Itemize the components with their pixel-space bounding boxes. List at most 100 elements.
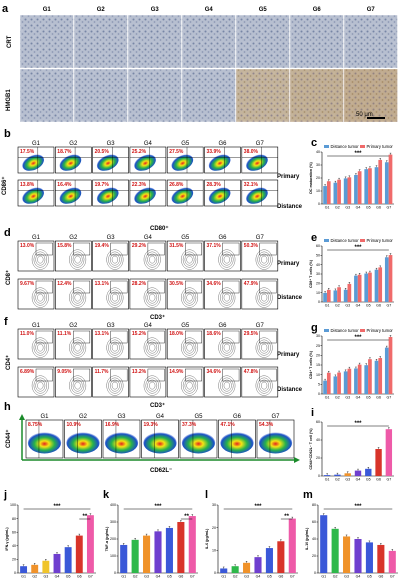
flow-d-contour-0-G5-3 (181, 249, 199, 270)
flow-d-contour-1-G4-0 (149, 293, 156, 302)
chart-c-bar-1-G7 (388, 154, 393, 204)
flow-f-value-1-G7: 47.8% (244, 369, 259, 375)
panel-a-group-G1: G1 (43, 7, 52, 13)
panel-label-f: f (4, 316, 8, 328)
flow-f-contour-0-G2-3 (69, 337, 87, 358)
flow-f-contour-0-G6-0 (223, 343, 230, 352)
chart-e-bar-0-G3 (343, 289, 348, 302)
chart-j-ylabel: IFN-γ (pg/mL) (5, 527, 9, 551)
chart-e-ytick-label-20: 20 (316, 282, 320, 286)
flow-d-gate-0-G1 (35, 242, 53, 256)
chart-c-xtick-G7: G7 (386, 206, 391, 210)
flow-d-contour-0-G1-1 (35, 253, 46, 266)
chart-e-bar-1-G4 (357, 274, 362, 302)
flow-f-gate-0-G2 (73, 330, 91, 344)
flow-f-contour-1-G2-1 (72, 379, 83, 392)
chart-c-ytick-label-30: 30 (316, 163, 320, 167)
chart-e-ytick-label-50: 50 (316, 254, 320, 258)
chart-l-xtick-G7: G7 (290, 575, 295, 579)
panel-f-y-label: CD4⁺ (5, 355, 12, 370)
flow-d-group-G3: G3 (107, 235, 116, 241)
flow-f-value-0-G6: 18.6% (207, 331, 222, 337)
crt-image-G1 (19, 14, 74, 69)
flow-f-gate-0-G5 (184, 330, 202, 344)
chart-j-xtick-G5: G5 (66, 575, 71, 579)
chart-l-ytick-label-0: 0 (214, 571, 216, 575)
chart-i-ytick-label-40: 40 (316, 438, 320, 442)
flow-d-value-1-G7: 47.9% (244, 281, 259, 287)
flow-f-gate-1-G5 (184, 368, 202, 382)
chart-c-ytick-label-40: 40 (316, 150, 320, 154)
chart-c-bar-0-G5 (364, 169, 369, 204)
flow-d-contour-0-G4-3 (143, 249, 161, 270)
chart-l-bar-s-G4 (254, 557, 262, 573)
flow-d-contour-1-G7-0 (261, 293, 268, 302)
chart-l-bar-s-G7 (288, 518, 296, 573)
flow-d-value-1-G6: 34.6% (207, 281, 222, 287)
flow-b-value-0-G5: 27.5% (169, 149, 184, 155)
chart-i-ylabel: CD44⁺CD62L⁻ T cell (%) (309, 428, 313, 470)
flow-d-contour-1-G3-2 (108, 289, 122, 306)
flow-f-contour-0-G5-1 (184, 341, 195, 354)
chart-j-ytick-label-0: 0 (14, 571, 16, 575)
flow-f-gate-1-G4 (147, 368, 165, 382)
chart-e-legend-swatch-0 (324, 239, 329, 242)
flow-b-density-1-G7 (246, 187, 268, 204)
flow-f-contour-1-G6-1 (221, 379, 232, 392)
flow-f-value-1-G3: 11.7% (95, 369, 109, 375)
chart-m-xtick-G6: G6 (378, 575, 383, 579)
flow-h-density-0-G5 (181, 432, 216, 454)
flow-d-contour-1-G5-0 (186, 293, 193, 302)
chart-g-bar-1-G2 (337, 372, 341, 394)
flow-f-contour-0-G7-2 (257, 339, 271, 356)
chart-l-bar-s-G1 (220, 568, 228, 573)
chart-k-sig-stars: *** (154, 504, 162, 510)
chart-c-bar-1-G3 (347, 177, 352, 204)
chart-j-ytick-label-20: 20 (12, 558, 16, 562)
flow-d-contour-1-G4-1 (147, 291, 158, 304)
flow-f-contour-1-G6-0 (223, 381, 230, 390)
flow-d-contour-0-G2-2 (70, 251, 85, 268)
flow-f-contour-1-G7-2 (257, 377, 271, 394)
flow-d-gate-0-G7 (259, 242, 277, 256)
flow-f-contour-0-G1-3 (31, 337, 49, 358)
chart-g-xtick-G6: G6 (376, 396, 381, 400)
chart-m-bar-s-G1 (320, 515, 328, 573)
flow-h-density-0-G7 (258, 432, 293, 454)
chart-g-bar-1-G5 (368, 359, 372, 394)
chart-m-xtick-G4: G4 (356, 575, 361, 579)
flow-b-value-1-G4: 22.3% (132, 182, 147, 188)
flow-f-contour-0-G6-1 (221, 341, 232, 354)
chart-c-legend-label-0: Distance tumor (331, 144, 360, 149)
chart-e-xtick-G2: G2 (335, 304, 340, 308)
chart-m-bar-s-G2 (331, 528, 339, 573)
flow-d-contour-1-G3-0 (111, 293, 119, 302)
chart-m: 0 20 40 60 80 IL-10 (pg/mL) G1 G2 G3 G4 G5 G6 G7 *** (305, 503, 398, 579)
flow-f-contour-1-G2-0 (74, 381, 81, 390)
flow-b-value-1-G2: 16.4% (57, 182, 72, 188)
flow-h-density-0-G6 (220, 432, 254, 454)
flow-b-density-0-G1 (22, 154, 45, 171)
panel-label-j: j (3, 489, 7, 501)
flow-f-value-1-G6: 34.6% (207, 369, 222, 375)
panel-label-d: d (4, 227, 11, 239)
crt-image-G2 (73, 14, 128, 69)
flow-b-density-0-G3 (96, 154, 119, 171)
chart-c-legend-swatch-0 (324, 145, 329, 148)
flow-b-group-G7: G7 (256, 141, 265, 147)
flow-d-contour-0-G7-1 (259, 253, 270, 266)
flow-d-value-0-G1: 13.0% (20, 243, 35, 249)
flow-f-contour-0-G3-3 (106, 337, 124, 358)
chart-e-xtick-G1: G1 (325, 304, 330, 308)
flow-f-gate-1-G6 (222, 368, 240, 382)
flow-f-gate-1-G2 (73, 368, 91, 382)
flow-f-gate-0-G6 (222, 330, 240, 344)
scale-bar (367, 117, 385, 119)
flow-d-contour-1-G1-2 (33, 289, 48, 306)
flow-h-group-G7: G7 (271, 414, 280, 420)
flow-d-contour-1-G6-0 (223, 293, 230, 302)
chart-l-xtick-G5: G5 (267, 575, 272, 579)
flow-d-gate-0-G6 (222, 242, 240, 256)
panel-b-distance-label: Distance (277, 204, 303, 210)
